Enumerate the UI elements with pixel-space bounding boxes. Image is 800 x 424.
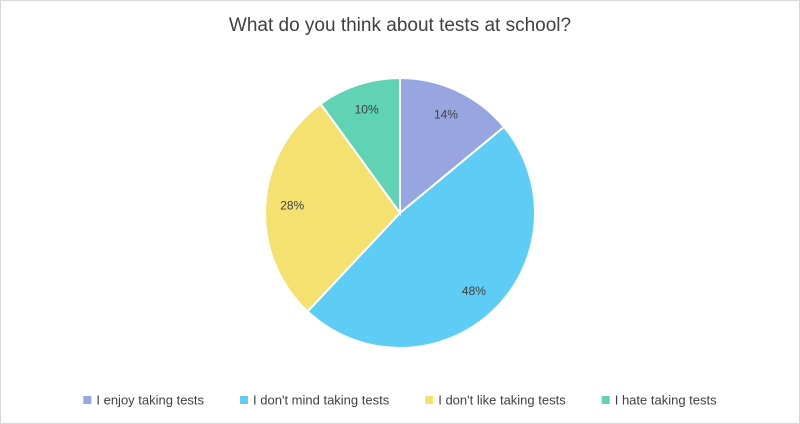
- data-label: 48%: [462, 284, 486, 298]
- pie-slice: [319, 76, 401, 217]
- data-label: 14%: [434, 107, 458, 121]
- data-label: 10%: [355, 102, 379, 116]
- data-label: 28%: [280, 198, 304, 212]
- legend-label: I hate taking tests: [615, 392, 717, 407]
- legend-label: I enjoy taking tests: [96, 392, 204, 407]
- legend-swatch: [425, 396, 434, 404]
- pie-slice: [264, 102, 402, 313]
- legend-label: I don't mind taking tests: [253, 392, 390, 407]
- legend-label: I don't like taking tests: [438, 392, 566, 407]
- pie-slice: [399, 76, 506, 216]
- chart-title: What do you think about tests at school?: [229, 15, 571, 36]
- legend-swatch: [240, 396, 249, 404]
- pie-slice: [306, 125, 536, 349]
- legend-swatch: [601, 396, 610, 404]
- legend-swatch: [83, 396, 92, 404]
